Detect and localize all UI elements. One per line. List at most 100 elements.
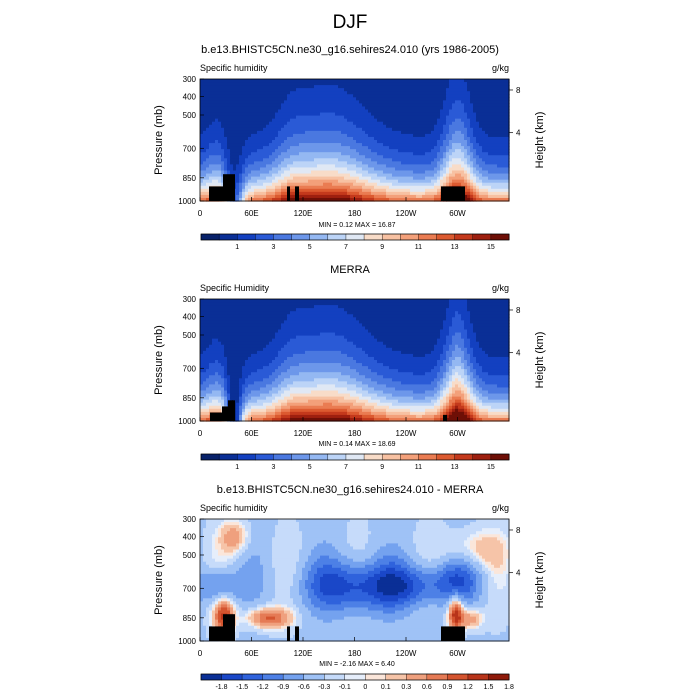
contour-cell — [200, 152, 225, 156]
contour-cell — [416, 546, 468, 551]
contour-cell — [218, 622, 222, 627]
contour-cell — [467, 158, 471, 162]
contour-cell — [443, 140, 450, 144]
contour-cell — [245, 534, 249, 538]
contour-cell — [458, 613, 462, 618]
contour-cell — [305, 604, 315, 609]
contour-cell — [422, 555, 441, 560]
contour-cell — [455, 390, 462, 395]
contour-cell — [284, 378, 315, 382]
contour-cell — [440, 173, 444, 178]
contour-cell — [341, 350, 366, 355]
contour-cell — [299, 152, 342, 156]
y-axis-label: Pressure (mb) — [153, 545, 165, 615]
contour-cell — [281, 106, 366, 111]
colorbar-label: -0.9 — [277, 684, 289, 691]
contour-cell — [317, 595, 375, 599]
contour-cell — [275, 378, 285, 382]
contour-cell — [371, 369, 399, 373]
contour-cell — [497, 384, 510, 389]
contour-cell — [473, 143, 480, 147]
contour-cell — [263, 628, 285, 633]
contour-cell — [332, 402, 354, 407]
contour-cell — [314, 158, 339, 162]
contour-cell — [236, 167, 243, 172]
contour-cell — [353, 558, 366, 563]
contour-cell — [266, 405, 276, 410]
contour-cell — [206, 182, 222, 187]
contour-cell — [470, 360, 477, 364]
contour-cell — [200, 399, 204, 404]
contour-cell — [320, 586, 378, 590]
contour-cell — [239, 417, 243, 422]
colorbar-swatch — [303, 673, 325, 681]
contour-cell — [278, 384, 288, 389]
contour-cell — [443, 176, 447, 181]
contour-cell — [476, 335, 510, 340]
contour-cell — [200, 100, 285, 104]
contour-cell — [224, 344, 267, 349]
contour-cell — [431, 369, 441, 373]
contour-cell — [239, 402, 243, 407]
contour-cell — [350, 185, 363, 190]
contour-cell — [488, 133, 510, 138]
contour-cell — [221, 607, 228, 612]
contour-cell — [368, 607, 405, 612]
contour-cell — [338, 85, 450, 89]
contour-cell — [446, 396, 450, 401]
contour-cell — [434, 378, 441, 382]
contour-cell — [395, 567, 408, 572]
contour-cell — [260, 616, 267, 621]
topography-mask — [441, 626, 465, 641]
contour-cell — [293, 607, 300, 612]
contour-cell — [443, 173, 447, 178]
contour-cell — [221, 167, 225, 172]
contour-cell — [479, 534, 501, 538]
contour-cell — [482, 366, 510, 370]
contour-cell — [284, 170, 312, 175]
contour-cell — [341, 372, 360, 376]
contour-cell — [464, 152, 468, 156]
contour-cell — [362, 188, 372, 193]
contour-cell — [275, 194, 282, 199]
contour-cell — [449, 299, 468, 303]
contour-cell — [458, 622, 462, 627]
contour-cell — [455, 567, 462, 572]
contour-cell — [374, 414, 387, 419]
contour-cell — [224, 164, 228, 169]
contour-cell — [335, 164, 357, 169]
contour-cell — [449, 179, 453, 184]
contour-cell — [233, 610, 237, 615]
contour-cell — [227, 356, 249, 361]
contour-cell — [467, 378, 471, 382]
contour-cell — [446, 97, 471, 101]
contour-cell — [275, 356, 288, 361]
contour-cell — [383, 121, 438, 126]
contour-cell — [383, 592, 399, 596]
contour-cell — [491, 573, 507, 578]
contour-cell — [488, 194, 510, 199]
contour-cell — [221, 170, 225, 175]
contour-cell — [467, 182, 471, 187]
contour-cell — [470, 311, 510, 315]
contour-cell — [449, 167, 465, 172]
contour-cell — [221, 402, 225, 407]
colorbar-swatch — [324, 673, 346, 681]
contour-cell — [359, 396, 372, 401]
contour-cell — [440, 353, 447, 358]
contour-cell — [476, 356, 510, 361]
contour-cell — [221, 522, 225, 526]
contour-cell — [215, 610, 219, 615]
contour-cell — [245, 378, 264, 382]
y-axis-right-label: Height (km) — [534, 332, 546, 389]
contour-cell — [323, 402, 333, 407]
colorbar-swatch — [309, 233, 329, 241]
contour-cell — [200, 329, 279, 334]
contour-cell — [203, 546, 213, 551]
contour-cell — [200, 610, 207, 615]
contour-cell — [245, 543, 249, 548]
contour-cell — [500, 534, 507, 538]
contour-cell — [437, 338, 447, 343]
colorbar-label: 5 — [308, 464, 312, 471]
contour-cell — [221, 182, 225, 187]
